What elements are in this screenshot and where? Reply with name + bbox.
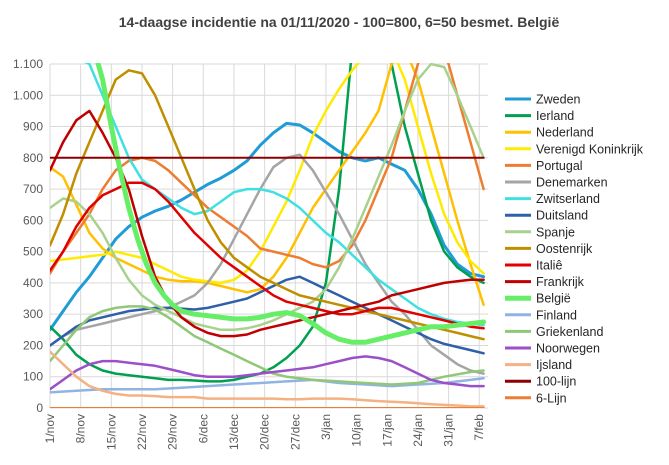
legend-entry-label: Verenigd Koninkrijk xyxy=(536,142,644,156)
series-line-portugal xyxy=(50,63,485,275)
y-tick-label: 0 xyxy=(36,401,43,415)
series-line-nederland xyxy=(50,63,485,307)
x-tick-label: 7/feb xyxy=(472,414,486,441)
series-line-zweden xyxy=(50,121,486,332)
x-tick-label: 29/nov xyxy=(166,414,180,450)
y-tick-label: 500 xyxy=(23,245,43,259)
series-line-noorwegen xyxy=(50,355,485,391)
legend-entry-label: Finland xyxy=(536,308,577,322)
chart-title: 14-daagse incidentie na 01/11/2020 - 100… xyxy=(119,14,560,30)
legend: Zweden Ierland Nederland Verenigd Koninkrij… xyxy=(505,93,644,405)
series-line-zwitserland xyxy=(84,63,485,327)
legend-entry-label: Nederland xyxy=(536,126,594,140)
legend-entry-label: 100-lijn xyxy=(536,375,576,389)
legend-entry-label: België xyxy=(536,292,571,306)
series-line-finland xyxy=(50,377,485,394)
legend-entry-label: Noorwegen xyxy=(536,342,600,356)
x-tick-label: 24/jan xyxy=(411,414,425,447)
y-tick-label: 400 xyxy=(23,276,43,290)
legend-entry-label: Ierland xyxy=(536,109,574,123)
x-tick-label: 13/dec xyxy=(227,414,241,450)
legend-entry-label: Frankrijk xyxy=(536,275,585,289)
series-line-belgi- xyxy=(95,63,487,345)
x-tick-label: 20/dec xyxy=(258,414,272,450)
x-tick-label: 8/nov xyxy=(74,414,88,443)
x-tick-label: 27/dec xyxy=(288,414,302,450)
x-tick-label: 17/jan xyxy=(380,414,394,447)
x-tick-label: 22/nov xyxy=(135,414,149,450)
y-tick-label: 1.000 xyxy=(13,88,43,102)
y-axis-ticks: 0 100 200 300 400 500 600 700 800 900 1.000 1.100 xyxy=(13,57,43,415)
legend-entry-label: Spanje xyxy=(536,225,575,239)
gridlines xyxy=(49,63,488,409)
legend-entry-label: Oostenrijk xyxy=(536,242,593,256)
x-tick-label: 6/dec xyxy=(196,414,210,443)
legend-entry-label: 6-Lijn xyxy=(536,391,567,405)
legend-entry-label: Italiê xyxy=(536,259,562,273)
legend-entry-label: Duitsland xyxy=(536,209,588,223)
y-tick-label: 900 xyxy=(23,120,43,134)
legend-entry-label: Denemarken xyxy=(536,176,608,190)
y-tick-label: 800 xyxy=(23,151,43,165)
legend-entry-label: Griekenland xyxy=(536,325,603,339)
y-tick-label: 100 xyxy=(23,370,43,384)
y-tick-label: 1.100 xyxy=(13,57,43,71)
y-tick-label: 200 xyxy=(23,338,43,352)
y-tick-label: 600 xyxy=(23,213,43,227)
x-axis-ticks: 1/nov 8/nov 15/nov 22/nov 29/nov 6/dec 13/dec 2… xyxy=(43,414,486,450)
x-tick-label: 1/nov xyxy=(43,414,57,443)
series-line-griekenland xyxy=(50,305,485,386)
y-tick-label: 300 xyxy=(23,307,43,321)
series-layer xyxy=(50,63,487,408)
legend-entry-label: Zweden xyxy=(536,93,581,107)
legend-entry-label: Ijsland xyxy=(536,358,572,372)
x-tick-label: 31/jan xyxy=(442,414,456,447)
x-tick-label: 3/jan xyxy=(319,414,333,440)
legend-entry-label: Zwitserland xyxy=(536,192,600,206)
x-tick-label: 15/nov xyxy=(104,414,118,450)
series-line-oostenrijk xyxy=(50,69,485,341)
series-line-verenigd-koninkrijk xyxy=(50,63,485,285)
series-line-spanje xyxy=(50,63,485,332)
legend-entry-label: Portugal xyxy=(536,159,583,173)
x-tick-label: 10/jan xyxy=(350,414,364,447)
y-tick-label: 700 xyxy=(23,182,43,196)
series-line-ijsland xyxy=(50,350,485,408)
